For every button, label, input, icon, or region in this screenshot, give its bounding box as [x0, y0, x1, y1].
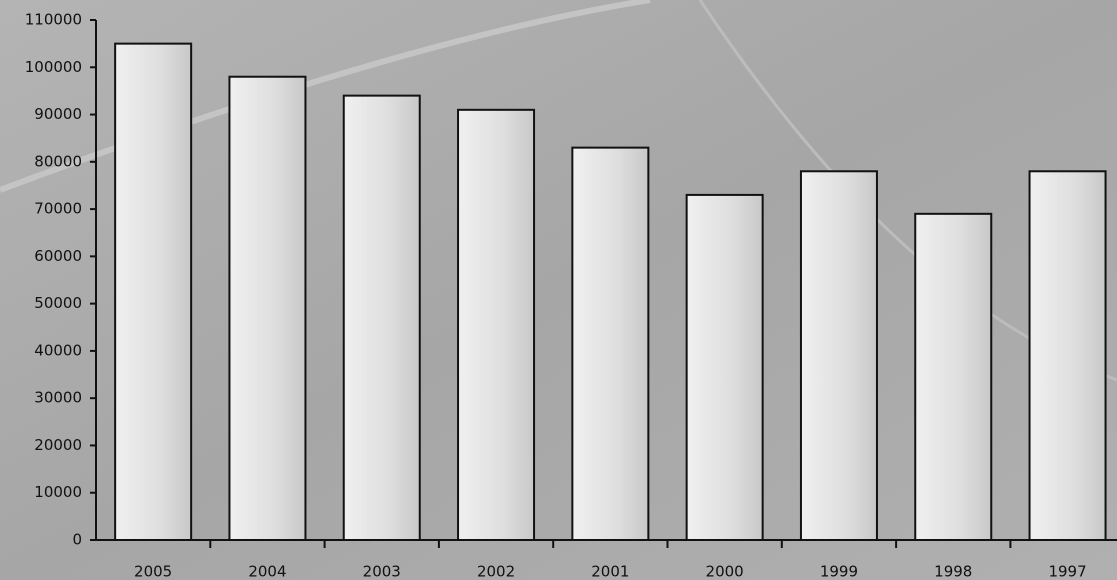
x-tick-label: 2002 [477, 563, 515, 580]
bar [571, 146, 650, 542]
y-tick-label: 30000 [34, 389, 82, 407]
bar [799, 170, 878, 541]
y-tick-label: 0 [72, 531, 82, 549]
x-tick-label: 1998 [934, 563, 972, 580]
decor-curve [0, 0, 651, 193]
x-tick-label: 1997 [1048, 563, 1086, 580]
bar [114, 42, 193, 542]
bar [685, 193, 764, 541]
x-tick-label: 2004 [248, 563, 286, 580]
y-tick-label: 110000 [25, 11, 82, 29]
y-tick-label: 70000 [34, 200, 82, 218]
bar [342, 94, 421, 542]
y-tick-label: 10000 [34, 483, 82, 501]
y-tick-label: 100000 [25, 58, 82, 76]
x-tick-label: 2005 [134, 563, 172, 580]
y-tick-label: 80000 [34, 152, 82, 170]
bar [457, 108, 536, 542]
x-tick-label: 2000 [706, 563, 744, 580]
y-tick-label: 90000 [34, 105, 82, 123]
bar [228, 75, 307, 542]
y-tick-label: 20000 [34, 436, 82, 454]
y-tick-label: 40000 [34, 341, 82, 359]
x-tick-label: 2001 [591, 563, 629, 580]
x-tick-label: 1999 [820, 563, 858, 580]
x-tick-label: 2003 [363, 563, 401, 580]
bar [1028, 170, 1107, 541]
bar [914, 212, 993, 541]
y-tick-label: 60000 [34, 247, 82, 265]
y-tick-label: 50000 [34, 294, 82, 312]
